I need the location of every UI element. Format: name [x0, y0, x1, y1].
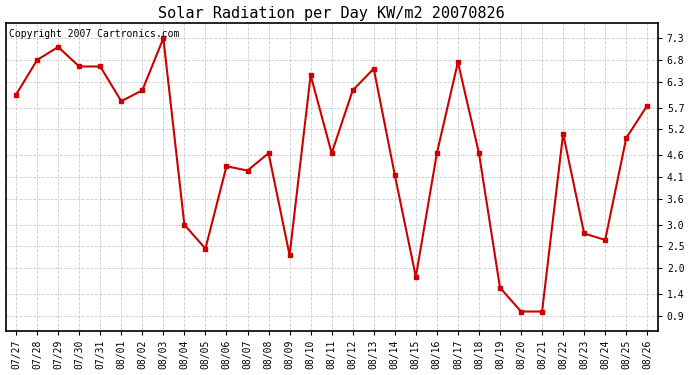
Title: Solar Radiation per Day KW/m2 20070826: Solar Radiation per Day KW/m2 20070826: [158, 6, 505, 21]
Text: Copyright 2007 Cartronics.com: Copyright 2007 Cartronics.com: [9, 29, 179, 39]
